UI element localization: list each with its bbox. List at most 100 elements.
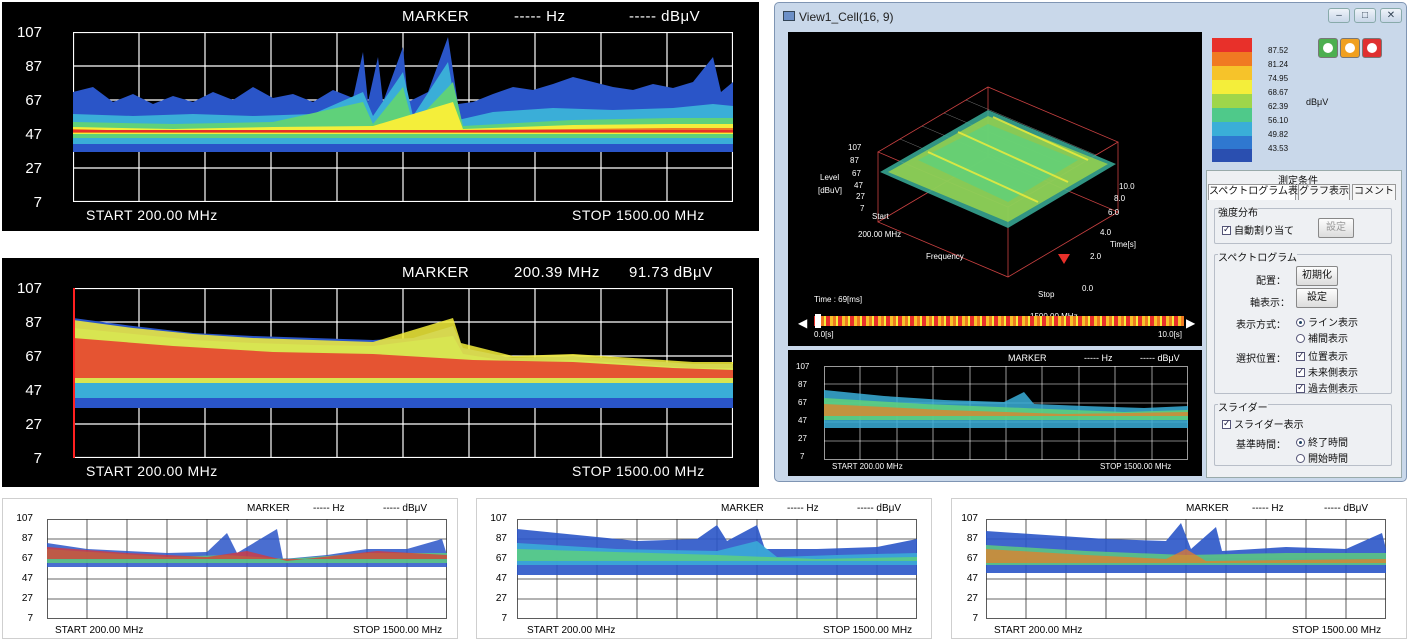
selection-label: 選択位置：: [1236, 354, 1286, 365]
start-time-radio[interactable]: 開始時間: [1296, 450, 1348, 465]
y-tick-label: 7: [800, 452, 805, 461]
pos-display-checkbox[interactable]: 位置表示: [1296, 348, 1348, 363]
slider-group-title: スライダー: [1218, 399, 1268, 414]
y-tick-label: 27: [966, 593, 978, 604]
slider-start-label: 0.0[s]: [814, 330, 834, 339]
tab-spectrogram[interactable]: スペクトログラム表示: [1208, 184, 1308, 200]
level-tick: 107: [848, 143, 862, 152]
spectrum-panel-5: MARKER ----- Hz ----- dBμV 107 87 67 47 …: [951, 498, 1407, 639]
y-tick-label: 67: [966, 553, 978, 564]
marker-label: MARKER: [402, 8, 470, 25]
window-spectrum-panel: MARKER ----- Hz ----- dBμV 107 87 67 47 …: [788, 350, 1202, 476]
y-tick-label: 67: [25, 92, 42, 109]
time-tick: 2.0: [1090, 252, 1102, 261]
y-tick-label: 7: [501, 613, 507, 624]
line-display-label: ライン表示: [1308, 318, 1358, 329]
y-tick-label: 67: [21, 553, 33, 564]
intensity-setting-button[interactable]: 設定: [1318, 218, 1354, 238]
level-tick: 87: [850, 156, 859, 165]
interp-display-label: 補間表示: [1308, 334, 1348, 345]
end-time-label: 終了時間: [1308, 438, 1348, 449]
start-frequency: 200.00 MHz: [858, 230, 902, 239]
ref-time-label: 基準時間：: [1236, 440, 1286, 451]
y-tick-label: 87: [25, 314, 42, 331]
y-tick-label: 107: [796, 362, 810, 371]
past-display-label: 過去側表示: [1308, 384, 1358, 395]
y-tick-label: 7: [972, 613, 978, 624]
conditions-label[interactable]: 測定条件: [1278, 176, 1318, 187]
spectrum-plot: [73, 32, 733, 202]
marker-frequency: ----- Hz: [313, 503, 345, 514]
time-slider-thumb[interactable]: [815, 314, 821, 328]
future-display-label: 未来側表示: [1308, 368, 1358, 379]
slider-display-checkbox[interactable]: スライダー表示: [1222, 416, 1304, 431]
scale-value: 56.10: [1268, 116, 1289, 125]
y-tick-label: 67: [798, 398, 807, 407]
radio-icon: [1296, 318, 1305, 327]
past-display-checkbox[interactable]: 過去側表示: [1296, 380, 1358, 395]
end-time-radio[interactable]: 終了時間: [1296, 434, 1348, 449]
slider-left-arrow-icon[interactable]: ◀: [798, 316, 808, 330]
y-tick-label: 107: [16, 280, 42, 297]
spectrum-plot: [47, 519, 447, 619]
y-tick-label: 27: [25, 160, 42, 177]
y-tick-label: 27: [21, 593, 33, 604]
marker-level: 91.73 dBμV: [629, 264, 713, 281]
color-scale: [1212, 38, 1252, 162]
tab-comment[interactable]: コメント: [1352, 184, 1396, 200]
checkbox-icon: [1296, 366, 1305, 377]
init-button[interactable]: 初期化: [1296, 266, 1338, 286]
scale-value: 62.39: [1268, 102, 1289, 111]
line-display-radio[interactable]: ライン表示: [1296, 314, 1358, 329]
y-tick-label: 107: [490, 513, 507, 524]
axis-setting-button[interactable]: 設定: [1296, 288, 1338, 308]
slider-right-arrow-icon[interactable]: ▶: [1186, 316, 1196, 330]
future-display-checkbox[interactable]: 未来側表示: [1296, 364, 1358, 379]
scale-value: 49.82: [1268, 130, 1289, 139]
tab-graph[interactable]: グラフ表示: [1298, 184, 1350, 200]
y-tick-label: 67: [495, 553, 507, 564]
checkbox-icon: [1222, 224, 1231, 235]
marker-label: MARKER: [247, 503, 290, 514]
spectrogram-group-title: スペクトログラム: [1218, 249, 1297, 264]
stop-button[interactable]: [1362, 38, 1382, 58]
spectrum-plot: [986, 519, 1386, 619]
spectrum-panel-3: MARKER ----- Hz ----- dBμV 107 87 67 47 …: [2, 498, 458, 639]
marker-level: ----- dBμV: [383, 503, 428, 514]
play-button[interactable]: [1318, 38, 1338, 58]
close-button[interactable]: ✕: [1380, 8, 1402, 23]
stop-frequency: STOP 1500.00 MHz: [572, 463, 705, 479]
start-frequency: START 200.00 MHz: [994, 625, 1083, 636]
time-axis-label: Time[s]: [1110, 240, 1136, 249]
spectrum-panel-4: MARKER ----- Hz ----- dBμV 107 87 67 47 …: [476, 498, 932, 639]
window-title: View1_Cell(16, 9): [799, 10, 894, 24]
spectrum-plot: [73, 288, 733, 458]
auto-assign-checkbox[interactable]: 自動割り当て: [1222, 222, 1294, 237]
y-tick-label: 47: [495, 573, 507, 584]
level-tick: 27: [856, 192, 865, 201]
interp-display-radio[interactable]: 補間表示: [1296, 330, 1348, 345]
time-slider-track[interactable]: [814, 316, 1184, 326]
stop-frequency: STOP 1500.00 MHz: [1100, 462, 1172, 471]
pause-button[interactable]: [1340, 38, 1360, 58]
level-unit: [dBuV]: [818, 186, 843, 195]
scale-value: 74.95: [1268, 74, 1289, 83]
marker-label: MARKER: [721, 503, 764, 514]
y-tick-label: 87: [966, 533, 978, 544]
time-tick: 0.0: [1082, 284, 1094, 293]
y-tick-label: 27: [495, 593, 507, 604]
scale-value: 43.53: [1268, 144, 1289, 153]
spectrogram-3d-view[interactable]: 107 87 Level 67 47 [dBuV] 27 7 Start 200…: [788, 32, 1202, 346]
slider-end-label: 10.0[s]: [1158, 330, 1183, 339]
checkbox-icon: [1296, 350, 1305, 361]
y-tick-label: 7: [33, 194, 42, 211]
scale-value: 87.52: [1268, 46, 1289, 55]
marker-frequency: ----- Hz: [1084, 353, 1113, 363]
minimize-button[interactable]: –: [1328, 8, 1350, 23]
radio-icon: [1296, 454, 1305, 463]
maximize-button[interactable]: □: [1354, 8, 1376, 23]
y-tick-label: 67: [25, 348, 42, 365]
spectrum-panel-1: MARKER ----- Hz ----- dBμV 107 87 67 47 …: [2, 2, 759, 231]
y-tick-label: 47: [25, 382, 42, 399]
y-tick-label: 7: [27, 613, 33, 624]
